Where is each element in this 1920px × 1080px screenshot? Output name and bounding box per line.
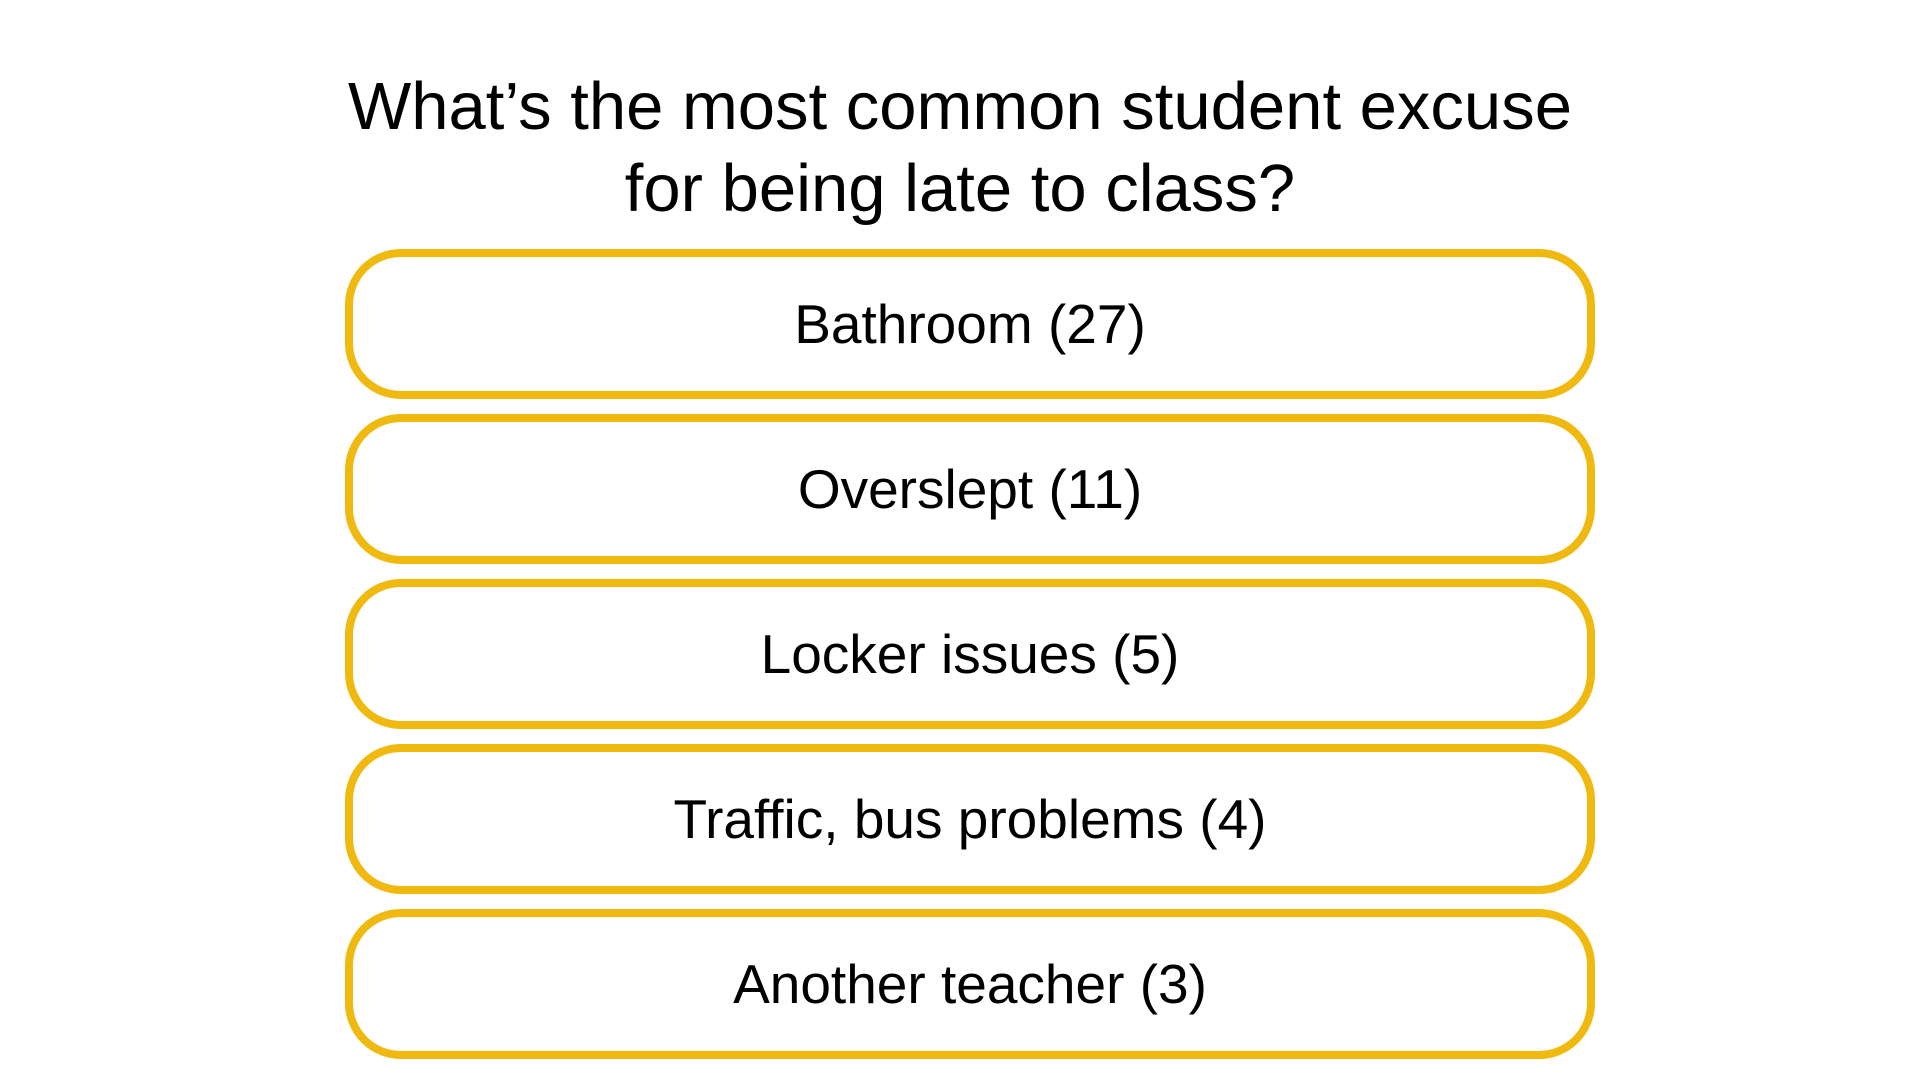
question-line-1: What’s the most common student excuse xyxy=(348,69,1572,144)
answer-option-traffic-bus[interactable]: Traffic, bus problems (4) xyxy=(345,744,1595,894)
answer-option-overslept[interactable]: Overslept (11) xyxy=(345,414,1595,564)
answer-list: Bathroom (27) Overslept (11) Locker issu… xyxy=(345,249,1595,1074)
answer-label: Another teacher (3) xyxy=(733,953,1207,1015)
answer-label: Traffic, bus problems (4) xyxy=(673,788,1267,850)
question-title: What’s the most common student excuse fo… xyxy=(300,66,1620,230)
answer-label: Overslept (11) xyxy=(797,458,1143,520)
answer-option-bathroom[interactable]: Bathroom (27) xyxy=(345,249,1595,399)
answer-label: Bathroom (27) xyxy=(794,293,1146,355)
answer-label: Locker issues (5) xyxy=(760,623,1180,685)
question-line-2: for being late to class? xyxy=(624,151,1296,226)
answer-option-locker-issues[interactable]: Locker issues (5) xyxy=(345,579,1595,729)
answer-option-another-teacher[interactable]: Another teacher (3) xyxy=(345,909,1595,1059)
